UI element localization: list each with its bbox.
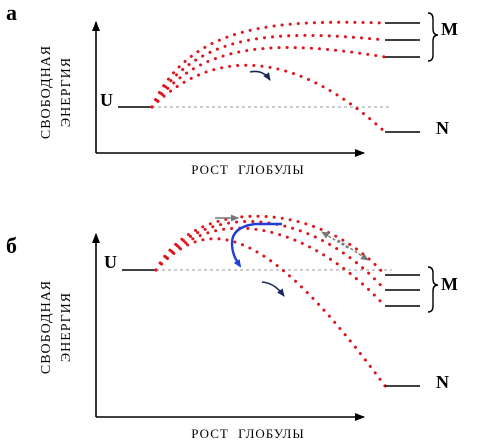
panel-b: б СВОБОДНАЯ ЭНЕРГИЯ РОСТ ГЛОБУЛЫ U M [6,214,458,441]
panel-a-state-n: N [436,118,449,138]
panel-a: а СВОБОДНАЯ ЭНЕРГИЯ РОСТ ГЛОБУЛЫ U M N [6,0,458,177]
panel-b-curve-m2 [154,220,387,292]
panel-b-gray-double-arrow-b [321,231,349,249]
panel-a-y-label-2: ЭНЕРГИЯ [59,57,74,127]
panel-b-y-label-2: ЭНЕРГИЯ [59,292,74,362]
panel-a-letter: а [6,0,17,25]
panel-b-curve-n [154,237,387,388]
panel-b-state-n: N [436,372,449,392]
panel-a-brace-icon [427,12,439,62]
panel-a-y-label-1: СВОБОДНАЯ [39,45,54,139]
panel-b-brace-icon [427,266,439,313]
panel-a-state-u: U [100,90,113,110]
panel-b-barrier-path [230,222,282,268]
panel-b-gray-double-arrow-a [337,239,369,261]
panel-a-curve-m1 [150,46,387,109]
panel-a-x-label: РОСТ ГЛОБУЛЫ [191,162,304,177]
panel-a-curve-n [150,63,387,134]
panel-b-state-u: U [104,252,117,272]
panel-a-state-m: M [441,19,458,39]
panel-b-curve-m3 [154,214,387,277]
panel-b-state-m: M [441,274,458,294]
panel-b-letter: б [6,233,17,258]
panel-a-arrow-icon [249,70,271,81]
panel-b-y-label-1: СВОБОДНАЯ [39,280,54,374]
panel-b-x-label: РОСТ ГЛОБУЛЫ [191,426,304,441]
panel-b-curve-m1 [154,226,387,308]
panel-a-curve-m3 [150,20,387,109]
panel-b-arrow-icon [261,281,285,297]
panel-a-curve-m2 [150,33,387,109]
